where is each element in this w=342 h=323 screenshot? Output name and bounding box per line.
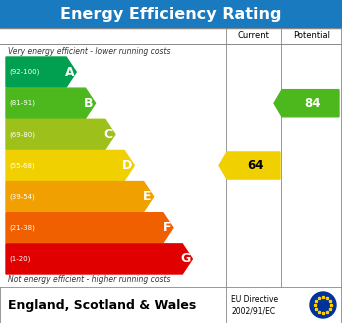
Polygon shape bbox=[6, 88, 95, 118]
Text: 64: 64 bbox=[247, 159, 264, 172]
Text: (1-20): (1-20) bbox=[9, 256, 30, 262]
Circle shape bbox=[310, 292, 336, 318]
Text: F: F bbox=[162, 221, 171, 234]
Text: (92-100): (92-100) bbox=[9, 69, 39, 75]
Polygon shape bbox=[6, 244, 192, 274]
Text: Energy Efficiency Rating: Energy Efficiency Rating bbox=[60, 6, 282, 22]
Text: EU Directive: EU Directive bbox=[231, 295, 278, 304]
Text: (69-80): (69-80) bbox=[9, 131, 35, 138]
Text: 84: 84 bbox=[304, 97, 321, 110]
Bar bbox=[0, 28, 342, 44]
Text: E: E bbox=[143, 190, 152, 203]
Polygon shape bbox=[6, 57, 76, 87]
Polygon shape bbox=[274, 90, 339, 117]
Text: (21-38): (21-38) bbox=[9, 224, 35, 231]
Text: C: C bbox=[104, 128, 113, 141]
Text: (39-54): (39-54) bbox=[9, 193, 35, 200]
Text: A: A bbox=[65, 66, 74, 78]
Polygon shape bbox=[6, 182, 154, 212]
Text: Not energy efficient - higher running costs: Not energy efficient - higher running co… bbox=[8, 275, 171, 284]
Polygon shape bbox=[219, 152, 280, 179]
Text: England, Scotland & Wales: England, Scotland & Wales bbox=[8, 298, 196, 311]
Polygon shape bbox=[6, 213, 173, 243]
Text: 2002/91/EC: 2002/91/EC bbox=[231, 307, 275, 316]
Text: Very energy efficient - lower running costs: Very energy efficient - lower running co… bbox=[8, 47, 171, 56]
Text: D: D bbox=[122, 159, 132, 172]
Text: (81-91): (81-91) bbox=[9, 100, 35, 107]
Text: B: B bbox=[84, 97, 94, 110]
Polygon shape bbox=[6, 151, 134, 181]
Text: Current: Current bbox=[238, 32, 269, 40]
Polygon shape bbox=[6, 119, 115, 150]
Text: G: G bbox=[180, 253, 190, 266]
Text: Potential: Potential bbox=[293, 32, 330, 40]
Bar bbox=[0, 0, 342, 28]
Text: (55-68): (55-68) bbox=[9, 162, 35, 169]
